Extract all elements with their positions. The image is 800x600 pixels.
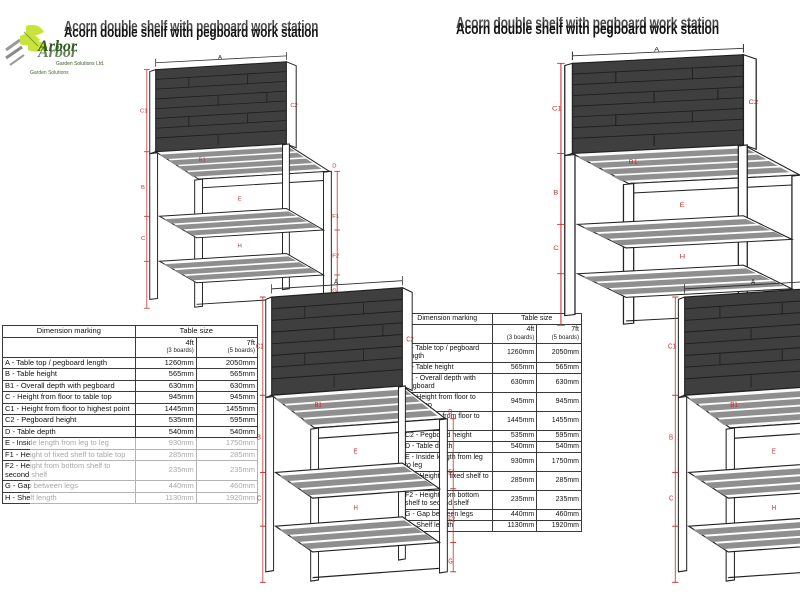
dimension-value-7ft: 1750mm [536,452,582,472]
table-row: D - Table depth 540mm 540mm [402,441,582,453]
dimension-value-7ft: 540mm [536,441,582,453]
dimension-value-4ft: 945mm [491,392,538,412]
table-row: E - Inside length from leg to leg 930mm … [2,437,259,450]
dimension-value-7ft: 460mm [536,509,582,521]
dimension-value-7ft: 285mm [536,471,582,491]
dimension-value-7ft: 235mm [536,490,582,510]
dimension-value-4ft: 535mm [491,430,538,442]
dimension-value-4ft: 540mm [134,425,197,438]
dimension-value-4ft: 1130mm [491,520,538,532]
table-row: A - Table top / pegboard length 1260mm 2… [2,356,259,369]
dimension-value-4ft: 235mm [134,460,197,481]
table-row: C - Height from floor to table top 945mm… [2,391,259,404]
dimension-value-4ft: 540mm [491,441,538,453]
dimension-value-7ft: 565mm [536,362,582,374]
dimension-value-4ft: 235mm [491,490,538,510]
dimension-value-7ft: 540mm [195,425,259,438]
dimension-value-4ft: 1445mm [134,402,197,415]
dimension-label: F1 - Height of fixed shelf to table top [2,448,136,461]
dimension-value-7ft: 460mm [195,480,259,493]
empty-header-cell [2,336,136,358]
company-logo: Arbor Garden Solutions Ltd. Garden Solut… [4,22,134,76]
dimension-label: G - Gap between legs [2,480,136,493]
dimension-value-7ft: 1455mm [195,402,259,415]
dimension-label: C2 - Pegboard height [2,414,136,427]
table-row: F1 - Height of fixed shelf to table top … [2,448,259,461]
dimension-label: H - Shelf length [2,491,136,504]
dimension-value-7ft: 1920mm [195,491,259,504]
table-corner-label: Dimension marking [2,325,136,338]
dimension-value-4ft: 630mm [134,379,197,392]
logo-tagline: Garden Solutions Ltd. [56,61,105,67]
dimension-value-7ft: 630mm [195,379,259,392]
table-size-label: Table size [134,325,259,338]
dimension-value-4ft: 440mm [491,509,538,521]
column-header-7ft: 7ft (5 boards) [195,336,259,358]
table-row: B - Table height 565mm 565mm [2,368,259,381]
dimension-label: E - Inside length from leg to leg [2,437,136,450]
dimension-value-4ft: 930mm [491,452,538,472]
dimension-value-4ft: 285mm [491,471,538,491]
dimension-value-4ft: 1260mm [491,343,538,363]
workbench-drawing-bottom-right [668,276,800,594]
dimension-value-7ft: 1455mm [536,411,582,431]
table-row: B1 - Overall depth with pegboard 630mm 6… [2,379,259,392]
table-row: B - Table height 565mm 565mm [402,362,582,374]
dimension-value-7ft: 630mm [536,373,582,393]
dimension-value-4ft: 930mm [134,437,197,450]
workbench-drawing-bottom-center [256,276,461,594]
dimension-value-7ft: 565mm [195,368,259,381]
leaf-icon [5,24,48,66]
table-row: D - Table depth 540mm 540mm [2,425,259,438]
dimension-value-4ft: 1260mm [134,356,197,369]
dimension-value-7ft: 945mm [195,391,259,404]
dimension-table-left: Dimension marking Table size 4ft (3 boar… [2,325,259,504]
table-row: H - Shelf length 1130mm 1920mm [2,491,259,504]
dimension-value-4ft: 1445mm [491,411,538,431]
dimension-value-4ft: 565mm [134,368,197,381]
table-row: C1 - Height from floor to highest point … [2,402,259,415]
dimension-label: F2 - Height from bottom shelf to second … [2,460,136,481]
dimension-label: C - Height from floor to table top [2,391,136,404]
column-header-4ft: 4ft (3 boards) [134,336,197,358]
table-row: C2 - Pegboard height 535mm 595mm [2,414,259,427]
dimension-value-4ft: 565mm [491,362,538,374]
dimension-value-4ft: 285mm [134,448,197,461]
dimension-value-7ft: 235mm [195,460,259,481]
dimension-value-4ft: 945mm [134,391,197,404]
page-title: Acorn double shelf with pegboard work st… [64,24,319,41]
page-title-duplicate: Acorn double shelf with pegboard work st… [456,21,720,38]
dimension-value-7ft: 595mm [195,414,259,427]
dimension-value-7ft: 285mm [195,448,259,461]
dimension-value-7ft: 1750mm [195,437,259,450]
dimension-value-7ft: 2050mm [195,356,259,369]
dimension-label: A - Table top / pegboard length [2,356,136,369]
logo-footer: Garden Solutions [30,70,69,76]
dimension-label: D - Table depth [2,425,136,438]
dimension-value-4ft: 630mm [491,373,538,393]
table-row: A - Table top / pegboard length 1260mm 2… [402,343,582,363]
table-row: G - Gap between legs 440mm 460mm [2,480,259,493]
dimension-value-7ft: 1920mm [536,520,582,532]
dimension-value-4ft: 535mm [134,414,197,427]
dimension-label: B - Table height [2,368,136,381]
dimension-value-4ft: 1130mm [134,491,197,504]
dimension-value-7ft: 945mm [536,392,582,412]
dimension-label: B1 - Overall depth with pegboard [2,379,136,392]
dimension-value-4ft: 440mm [134,480,197,493]
logo-name: Arbor [38,38,78,55]
dimension-value-7ft: 2050mm [536,343,582,363]
column-header-4ft: 4ft (3 boards) [491,324,538,344]
dimension-value-7ft: 595mm [536,430,582,442]
dimension-label: C1 - Height from floor to highest point [2,402,136,415]
table-row: F2 - Height from bottom shelf to second … [2,460,259,481]
